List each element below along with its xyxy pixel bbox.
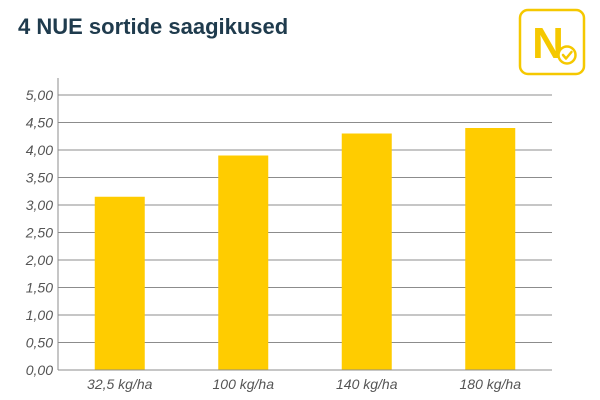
y-tick-label: 2,50 — [25, 225, 53, 241]
y-tick-label: 2,00 — [25, 252, 53, 268]
x-tick-label: 32,5 kg/ha — [87, 376, 153, 392]
y-tick-label: 4,50 — [26, 115, 53, 131]
checkmark-badge-icon: N — [518, 8, 586, 76]
y-tick-label: 3,00 — [26, 197, 53, 213]
x-tick-label: 100 kg/ha — [213, 376, 275, 392]
y-tick-label: 1,50 — [26, 280, 53, 296]
y-tick-label: 1,00 — [26, 307, 53, 323]
bar — [94, 196, 145, 370]
bar — [218, 155, 269, 370]
chart-title: 4 NUE sortide saagikused — [18, 14, 289, 39]
y-tick-label: 4,00 — [26, 142, 53, 158]
nue-logo: N — [518, 8, 586, 76]
x-tick-label: 180 kg/ha — [460, 376, 522, 392]
bar — [341, 133, 392, 370]
y-tick-label: 0,50 — [26, 335, 53, 351]
bar — [465, 128, 516, 370]
x-tick-label: 140 kg/ha — [336, 376, 398, 392]
y-tick-label: 5,00 — [26, 87, 53, 103]
y-tick-label: 3,50 — [26, 170, 53, 186]
y-tick-label: 0,00 — [26, 362, 53, 378]
